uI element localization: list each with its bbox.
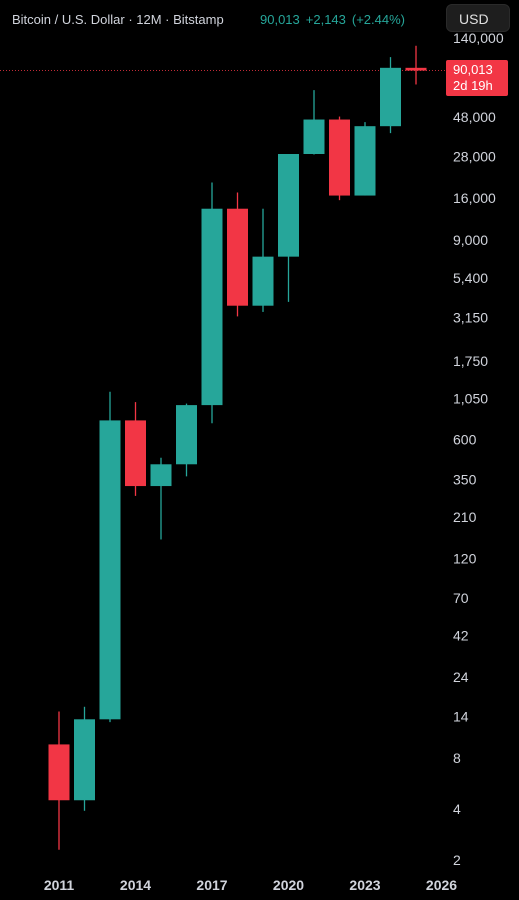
last-price: 90,013 [260, 12, 300, 27]
candle-body [176, 405, 197, 465]
candle-2022 [329, 116, 350, 201]
currency-button[interactable]: USD [446, 4, 510, 32]
candle-2015 [150, 457, 172, 540]
candle-body [227, 208, 248, 306]
candle-2021 [303, 90, 325, 155]
y-tick-label: 1,050 [453, 391, 488, 407]
y-tick-label: 28,000 [453, 149, 496, 165]
y-tick-label: 350 [453, 471, 477, 487]
price-change-percent: (+2.44%) [351, 12, 406, 27]
candle-body [252, 256, 274, 306]
candle-body [329, 119, 350, 196]
candle-2019 [252, 208, 274, 312]
y-tick-label: 2 [453, 852, 461, 868]
candle-2024 [380, 57, 401, 134]
x-tick-label: 2014 [120, 877, 151, 893]
candle-body [380, 67, 401, 127]
y-tick-label: 9,000 [453, 232, 488, 248]
y-tick-label: 600 [453, 432, 477, 448]
y-tick-label: 70 [453, 590, 469, 606]
y-tick-label: 48,000 [453, 109, 496, 125]
candle-body [278, 153, 299, 257]
x-tick-label: 2026 [426, 877, 457, 893]
candle-2018 [227, 192, 248, 317]
candle-body [354, 126, 376, 196]
x-tick-label: 2017 [196, 877, 227, 893]
y-tick-label: 1,750 [453, 353, 488, 369]
candle-2020 [278, 153, 299, 302]
candle-body [150, 464, 172, 487]
candle-2025 [405, 45, 427, 85]
candle-body [125, 420, 146, 487]
candle-body [405, 67, 427, 71]
candle-body [74, 719, 95, 801]
candle-body [99, 420, 121, 720]
candle-2016 [176, 403, 197, 477]
chart-header: Bitcoin / U.S. Dollar · 12M · Bitstamp 9… [0, 0, 519, 38]
time-axis[interactable]: 2011 2014 2017 2020 2023 2026 [44, 877, 457, 893]
y-tick-label: 5,400 [453, 270, 488, 286]
candle-countdown: 2d 19h [453, 78, 493, 93]
price-quote: 90,013 +2,143 (+2.44%) [260, 12, 411, 27]
current-price-badge: 90,013 2d 19h [446, 60, 508, 96]
candle-body [303, 119, 325, 154]
candle-body [201, 208, 223, 406]
candle-2017 [201, 182, 223, 424]
candle-2013 [99, 391, 121, 723]
candle-2011 [48, 711, 70, 850]
y-tick-label: 140,000 [453, 30, 504, 46]
candle-2014 [125, 402, 146, 496]
candle-2012 [74, 706, 95, 811]
symbol-title[interactable]: Bitcoin / U.S. Dollar · 12M · Bitstamp [12, 12, 224, 27]
current-price-label: 90,013 [453, 62, 493, 77]
y-tick-label: 120 [453, 550, 477, 566]
y-tick-label: 14 [453, 709, 469, 725]
candle-body [48, 744, 70, 801]
price-change: +2,143 [305, 12, 346, 27]
y-tick-label: 210 [453, 509, 477, 525]
y-tick-label: 3,150 [453, 310, 488, 326]
plot-area [0, 45, 446, 850]
price-axis[interactable]: 140,000 48,000 28,000 16,000 9,000 5,400 3,150… [453, 30, 504, 868]
y-tick-label: 42 [453, 628, 469, 644]
x-tick-label: 2020 [273, 877, 304, 893]
candle-2023 [354, 122, 376, 196]
y-tick-label: 8 [453, 750, 461, 766]
x-tick-label: 2023 [349, 877, 380, 893]
y-tick-label: 24 [453, 669, 469, 685]
y-tick-label: 16,000 [453, 190, 496, 206]
y-tick-label: 4 [453, 801, 461, 817]
x-tick-label: 2011 [44, 877, 75, 893]
